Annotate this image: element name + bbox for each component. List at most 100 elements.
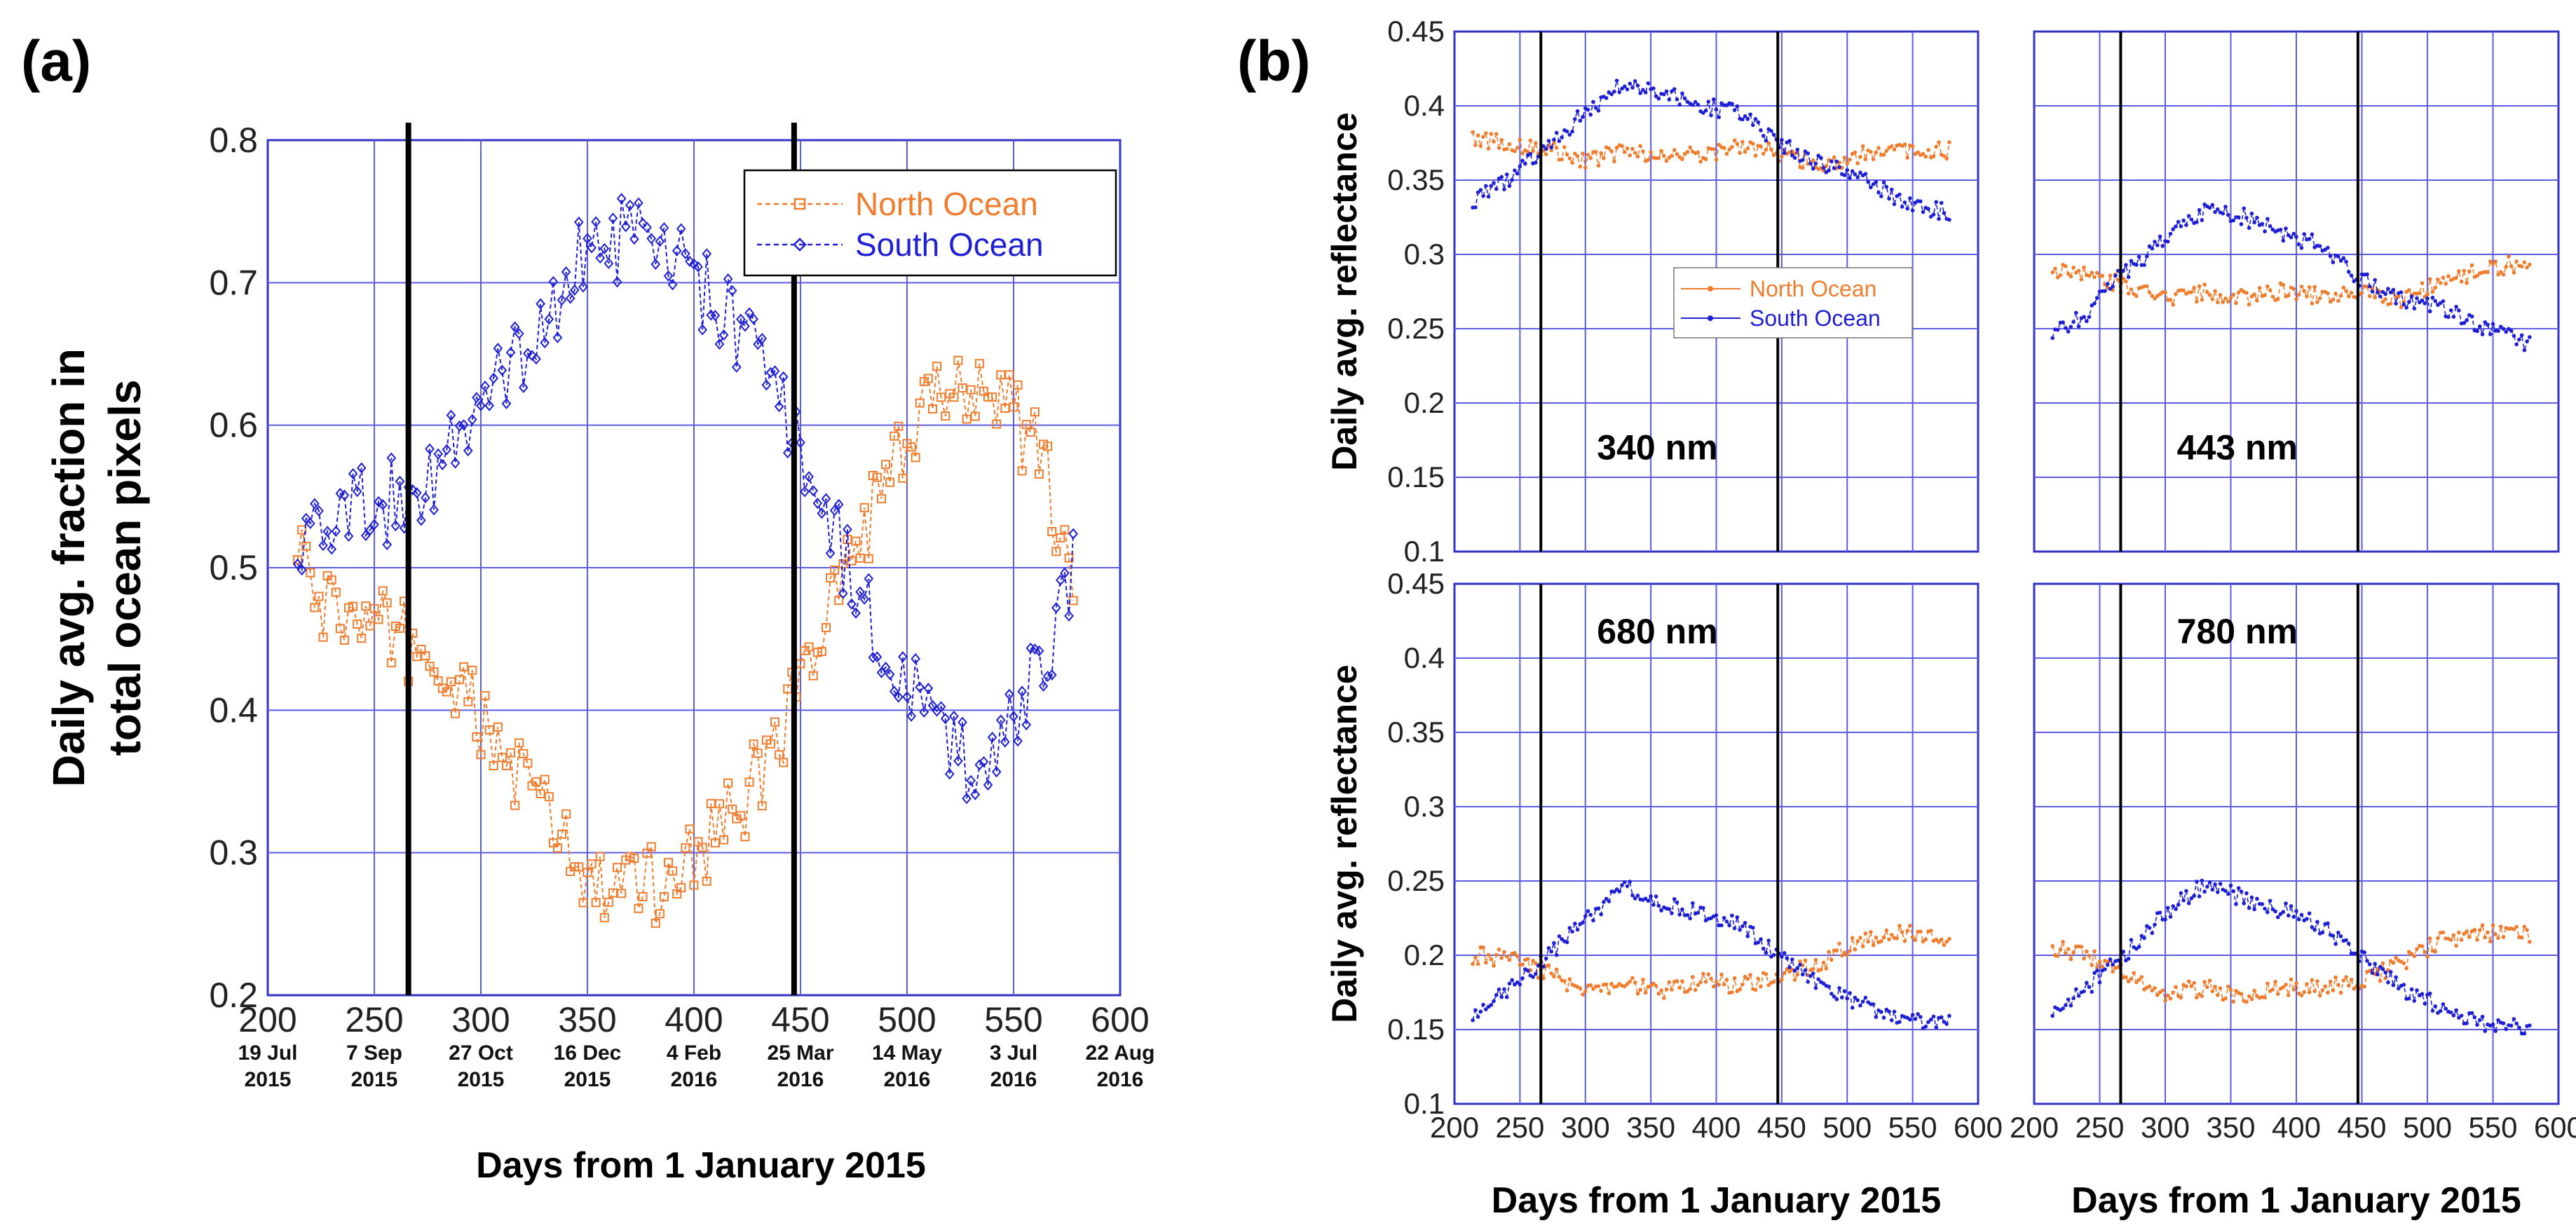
north-ocean-point xyxy=(1905,156,1909,160)
north-ocean-point xyxy=(2352,987,2357,991)
north-ocean-point xyxy=(2064,264,2068,268)
north-ocean-point xyxy=(2417,291,2422,296)
north-ocean-point xyxy=(2307,285,2312,289)
north-ocean-point xyxy=(1622,984,1627,989)
north-ocean-point xyxy=(2189,984,2194,988)
south-ocean-point xyxy=(1795,147,1800,152)
north-ocean-point xyxy=(2483,935,2488,940)
north-ocean-point xyxy=(2299,993,2304,997)
south-ocean-point xyxy=(416,514,426,526)
south-ocean-point xyxy=(983,779,993,791)
north-ocean-point xyxy=(2100,964,2105,969)
south-ocean-point xyxy=(2294,909,2298,913)
north-ocean-point xyxy=(1839,953,1844,958)
north-ocean-point xyxy=(2336,299,2340,303)
south-ocean-point xyxy=(1635,893,1640,898)
x-tick-label: 500 xyxy=(2403,1111,2452,1144)
north-ocean-point xyxy=(1743,150,1747,154)
north-ocean-point xyxy=(2094,965,2099,970)
x-tick-label: 350 xyxy=(558,1000,616,1039)
north-ocean-point xyxy=(1525,149,1530,154)
north-ocean-point xyxy=(1916,150,1920,155)
south-ocean-point xyxy=(1780,137,1784,142)
south-ocean-point xyxy=(1471,1018,1475,1023)
north-ocean-point xyxy=(2205,985,2209,990)
north-ocean-point xyxy=(1575,154,1580,158)
south-ocean-point xyxy=(2528,335,2532,339)
south-ocean-point xyxy=(1811,166,1815,171)
north-ocean-point xyxy=(655,909,665,919)
south-ocean-point xyxy=(1596,906,1601,910)
south-ocean-point xyxy=(2071,996,2076,1001)
north-ocean-point xyxy=(2430,289,2435,294)
north-ocean-point xyxy=(1664,987,1669,992)
south-ocean-point xyxy=(1664,89,1669,94)
north-ocean-point xyxy=(728,804,737,814)
north-ocean-point xyxy=(894,421,904,431)
south-ocean-point xyxy=(1607,899,1611,903)
north-ocean-point xyxy=(386,658,396,668)
south-ocean-point xyxy=(2483,1029,2488,1033)
south-ocean-point xyxy=(1478,188,1483,192)
north-ocean-point xyxy=(629,854,639,863)
south-ocean-point xyxy=(1489,1003,1494,1007)
north-ocean-point xyxy=(2480,923,2485,927)
north-ocean-point xyxy=(1562,145,1567,149)
south-ocean-point xyxy=(2480,1014,2485,1019)
north-ocean-point xyxy=(1520,151,1525,156)
south-ocean-point xyxy=(1643,90,1648,95)
south-ocean-point xyxy=(2236,215,2241,219)
north-ocean-point xyxy=(540,774,550,784)
x-tick-label: 300 xyxy=(2141,1111,2190,1144)
south-ocean-point xyxy=(314,505,324,517)
south-ocean-point xyxy=(552,332,563,343)
north-ocean-point xyxy=(301,542,311,552)
south-ocean-point xyxy=(1651,86,1656,90)
south-ocean-point xyxy=(595,252,606,264)
south-ocean-point xyxy=(1842,989,1847,993)
date-label-line1: 19 Jul xyxy=(238,1041,297,1065)
north-ocean-point xyxy=(1871,943,1876,948)
north-ocean-point xyxy=(2244,291,2249,295)
north-ocean-point xyxy=(859,503,869,512)
north-ocean-point xyxy=(2302,289,2307,293)
north-ocean-point xyxy=(1017,466,1027,476)
north-ocean-point xyxy=(1711,146,1716,151)
north-ocean-point xyxy=(2234,988,2238,993)
north-ocean-point xyxy=(2504,264,2508,269)
south-ocean-point xyxy=(2158,234,2162,239)
south-ocean-point xyxy=(1919,1015,1923,1019)
south-ocean-point xyxy=(2338,934,2343,938)
south-ocean-point xyxy=(958,716,967,728)
north-ocean-point xyxy=(1895,936,1900,941)
south-ocean-point xyxy=(1038,680,1049,692)
north-ocean-point xyxy=(1717,142,1722,147)
north-ocean-point xyxy=(1850,936,1855,941)
north-ocean-point xyxy=(1004,370,1014,380)
north-ocean-point xyxy=(2239,992,2244,996)
north-ocean-point xyxy=(2507,254,2511,259)
south-ocean-point xyxy=(2168,915,2173,919)
north-ocean-point xyxy=(1693,988,1698,992)
north-ocean-point xyxy=(1581,992,1585,997)
south-ocean-point xyxy=(2108,287,2113,291)
north-ocean-point xyxy=(2525,265,2529,270)
south-ocean-point xyxy=(2050,1013,2054,1018)
north-ocean-point xyxy=(1842,950,1847,955)
south-ocean-point xyxy=(1881,1016,1886,1020)
south-ocean-point xyxy=(659,222,669,234)
north-ocean-point xyxy=(1934,144,1939,149)
north-ocean-point xyxy=(736,811,746,821)
north-ocean-point xyxy=(2079,277,2084,282)
north-ocean-point xyxy=(421,651,430,661)
south-ocean-point xyxy=(757,332,768,345)
south-ocean-point xyxy=(1848,991,1852,995)
south-ocean-point xyxy=(1916,1012,1920,1016)
north-ocean-point xyxy=(1698,980,1703,985)
north-ocean-point xyxy=(1578,986,1583,990)
south-ocean-point xyxy=(1515,171,1520,176)
north-ocean-point xyxy=(1931,154,1936,158)
south-ocean-point xyxy=(2216,890,2220,894)
x-tick-label: 600 xyxy=(2534,1111,2576,1144)
